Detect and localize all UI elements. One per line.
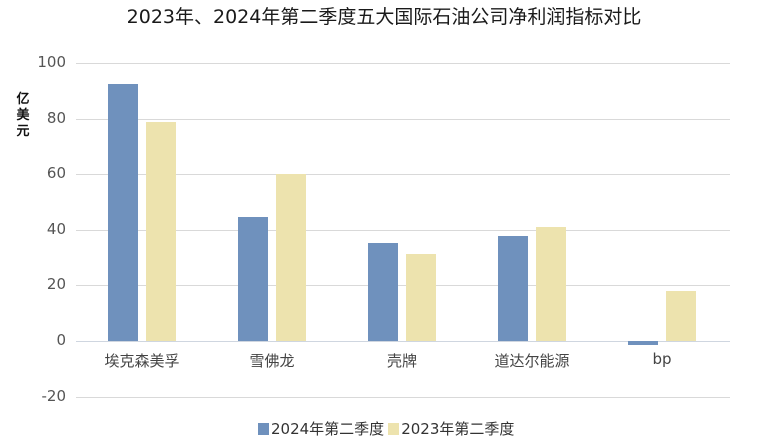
bar [536, 227, 566, 341]
legend: 2024年第二季度 2023年第二季度 [258, 418, 518, 439]
gridline [76, 397, 730, 398]
gridline [76, 119, 730, 120]
x-category-label: 埃克森美孚 [104, 352, 180, 370]
bar [146, 121, 176, 341]
legend-item-2023: 2023年第二季度 [388, 418, 514, 439]
gridline [76, 341, 730, 342]
x-category-label: bp [652, 350, 672, 368]
legend-item-2024: 2024年第二季度 [258, 418, 384, 439]
bar [666, 290, 696, 341]
y-tick-label: 100 [37, 53, 66, 71]
y-tick-label: 60 [46, 164, 66, 182]
x-category-label: 道达尔能源 [494, 352, 570, 370]
y-axis-label: 亿美元 [16, 92, 30, 139]
legend-swatch-2024 [258, 422, 269, 435]
legend-label-2024: 2024年第二季度 [271, 420, 385, 438]
legend-swatch-2023 [388, 422, 400, 435]
bar [628, 341, 658, 346]
bar [276, 174, 306, 341]
bar [108, 84, 138, 341]
gridline [76, 63, 730, 64]
legend-label-2023: 2023年第二季度 [401, 420, 515, 438]
x-category-label: 雪佛龙 [249, 352, 295, 370]
bar [368, 242, 398, 341]
gridline [76, 230, 730, 231]
y-tick-label: 0 [56, 331, 66, 349]
y-tick-label: 80 [46, 109, 66, 127]
y-tick-label: 40 [46, 220, 66, 238]
bar [498, 236, 528, 341]
chart-title: 2023年、2024年第二季度五大国际石油公司净利润指标对比 [126, 6, 642, 28]
gridline [76, 174, 730, 175]
y-tick-label: -20 [41, 387, 67, 405]
y-tick-label: 20 [46, 275, 66, 293]
x-category-label: 壳牌 [386, 352, 417, 370]
gridline [76, 285, 730, 286]
bar [238, 217, 268, 341]
bar [406, 254, 436, 341]
